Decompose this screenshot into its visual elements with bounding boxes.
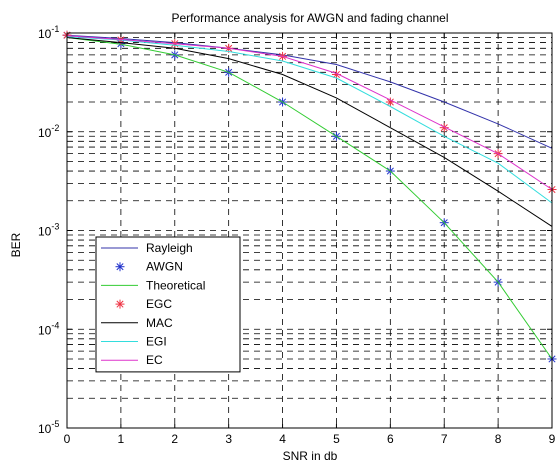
x-axis-label: SNR in db <box>283 449 338 463</box>
star-stroke <box>116 263 124 271</box>
legend-label: EGI <box>146 335 167 349</box>
x-tick-label: 4 <box>279 432 286 446</box>
series-theoretical <box>66 37 553 360</box>
series-egi <box>66 36 553 204</box>
x-tick-label: 1 <box>118 432 125 446</box>
star-stroke <box>116 300 124 308</box>
legend-swatch <box>115 299 125 309</box>
chart-title: Performance analysis for AWGN and fading… <box>171 11 448 25</box>
series-point-egc <box>385 97 395 107</box>
series-rayleigh <box>66 34 553 149</box>
series-line-mac <box>66 37 553 227</box>
star-stroke <box>440 124 448 132</box>
series-line-rayleigh <box>66 34 553 149</box>
legend-item-awgn: AWGN <box>115 260 183 274</box>
x-tick-label: 3 <box>225 432 232 446</box>
star-stroke <box>386 98 394 106</box>
legend-label: EC <box>146 353 163 367</box>
series-line-egi <box>66 36 553 204</box>
series-point-egc <box>439 123 449 133</box>
y-tick-label: 10-3 <box>38 222 59 239</box>
x-tick-label: 0 <box>64 432 71 446</box>
y-tick-label: 10-5 <box>38 419 59 436</box>
star-stroke <box>332 70 340 79</box>
tick-layer: 0 1 2 3 4 5 6 7 8 9 10-1 10-2 10-3 10-4 10-5 <box>38 24 556 446</box>
series-line-theoretical <box>66 37 553 360</box>
legend-item-rayleigh: Rayleigh <box>101 241 193 255</box>
legend-label: AWGN <box>146 260 183 274</box>
series-ec <box>66 35 553 190</box>
y-tick-label: 10-2 <box>38 123 59 140</box>
y-tick-label: 10-1 <box>38 24 59 41</box>
x-tick-label: 2 <box>171 432 178 446</box>
legend-item-egc: EGC <box>115 297 172 311</box>
legend-item-mac: MAC <box>101 316 173 330</box>
x-tick-label: 9 <box>549 432 556 446</box>
legend-item-ec: EC <box>101 353 163 367</box>
y-tick-label: 10-4 <box>38 320 59 337</box>
series-mac <box>66 37 553 227</box>
x-tick-label: 8 <box>495 432 502 446</box>
series-layer <box>62 30 557 364</box>
series-line-ec <box>66 35 553 190</box>
x-tick-label: 7 <box>441 432 448 446</box>
legend-label: EGC <box>146 297 172 311</box>
legend-item-theoretical: Theoretical <box>101 278 205 292</box>
legend-swatch <box>115 262 125 272</box>
legend-label: Theoretical <box>146 278 205 292</box>
x-tick-label: 6 <box>387 432 394 446</box>
legend: Rayleigh AWGN Theoretical EGC MAC EGI EC <box>95 236 241 373</box>
x-tick-label: 5 <box>333 432 340 446</box>
legend-item-egi: EGI <box>101 335 167 349</box>
legend-label: Rayleigh <box>146 241 193 255</box>
legend-label: MAC <box>146 316 173 330</box>
y-axis-label: BER <box>9 232 23 257</box>
